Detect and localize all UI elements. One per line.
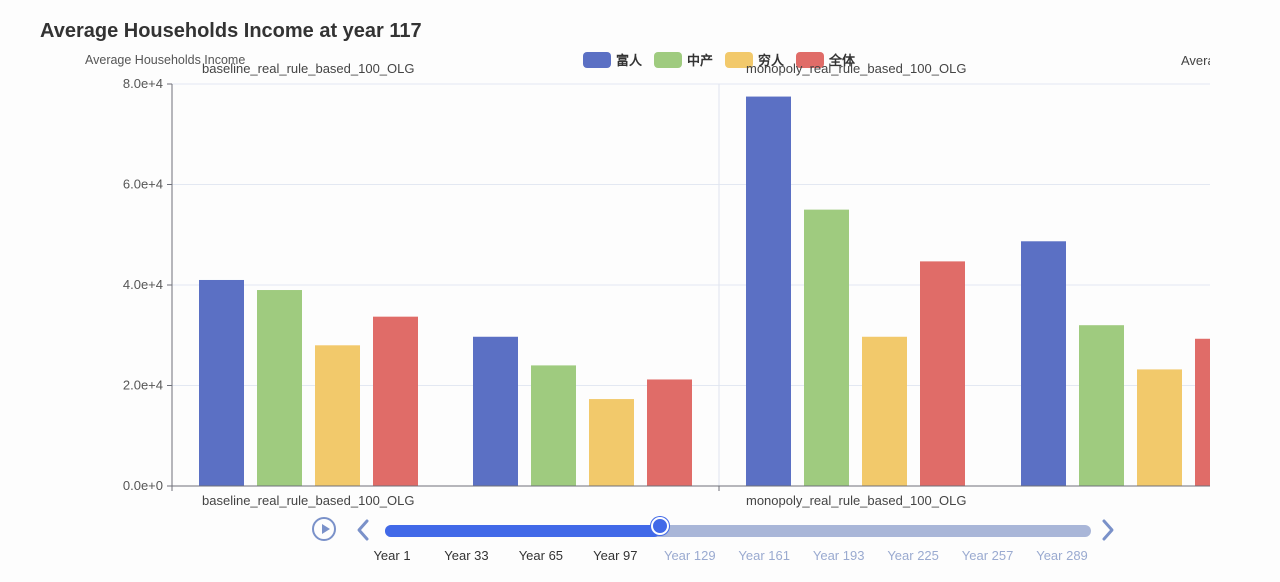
bar[interactable] — [746, 96, 791, 486]
bar[interactable] — [1195, 338, 1240, 486]
clipped-panel-label: Avera — [1181, 53, 1215, 68]
legend-item-middle[interactable]: 中产 — [654, 50, 713, 69]
legend-label-middle: 中产 — [687, 54, 714, 69]
bars-group — [199, 96, 1240, 486]
legend-swatch-rich — [583, 51, 611, 68]
x-category-label: monopoly_real_rule_based_100_OLG — [746, 493, 966, 508]
timeline-label[interactable]: Year 161 — [738, 548, 791, 563]
legend-item-rich[interactable]: 富人 — [583, 50, 642, 69]
legend: 富人 中产 穷人 全体 — [583, 50, 867, 69]
timeline-label[interactable]: Year 97 — [593, 548, 638, 563]
next-arrow-icon[interactable] — [1101, 518, 1115, 542]
y-tick-label: 6.0e+4 — [123, 177, 163, 192]
timeline-label[interactable]: Year 225 — [887, 548, 939, 563]
bar[interactable] — [199, 279, 244, 486]
bar[interactable] — [647, 379, 692, 486]
bar[interactable] — [920, 261, 965, 486]
bar[interactable] — [315, 345, 360, 486]
play-button[interactable] — [312, 517, 336, 541]
y-tick-label: 4.0e+4 — [123, 277, 163, 292]
legend-swatch-poor — [725, 51, 754, 68]
panel-title: monopoly_real_rule_based_100_OLG — [746, 61, 966, 76]
bar[interactable] — [473, 336, 518, 486]
x-category-label: baseline_real_rule_based_100_OLG — [202, 493, 415, 508]
legend-label-all: 全体 — [829, 54, 856, 69]
y-tick-label: 8.0e+4 — [123, 76, 163, 91]
legend-item-poor[interactable]: 穷人 — [725, 50, 784, 69]
prev-arrow-icon[interactable] — [356, 518, 370, 542]
y-tick-label: 2.0e+4 — [123, 378, 163, 393]
legend-swatch-all — [796, 51, 825, 68]
y-axis-label: Average Households Income — [85, 53, 246, 67]
timeline: Year 1 Year 33 Year 65 Year 97 Year 129 Year … — [0, 510, 1280, 570]
legend-label-poor: 穷人 — [758, 54, 785, 69]
bar[interactable] — [862, 336, 907, 486]
timeline-handle[interactable] — [651, 517, 670, 535]
bar[interactable] — [1079, 325, 1124, 486]
timeline-label[interactable]: Year 129 — [663, 548, 716, 563]
timeline-label[interactable]: Year 1 — [373, 548, 411, 563]
y-tick-label: 0.0e+0 — [123, 478, 163, 493]
legend-label-rich: 富人 — [616, 54, 643, 69]
bar[interactable] — [257, 290, 302, 486]
bar-chart: 0.0e+0 2.0e+4 4.0e+4 6.0e+4 8.0e+4 baseline_r… — [123, 53, 1240, 508]
bar[interactable] — [589, 399, 634, 486]
timeline-progress — [385, 525, 661, 537]
chart-title: Average Households Income at year 117 — [40, 20, 422, 42]
timeline-label[interactable]: Year 289 — [1036, 548, 1088, 563]
legend-swatch-middle — [654, 51, 683, 68]
bar[interactable] — [373, 316, 418, 486]
bar[interactable] — [804, 209, 849, 486]
panel-title: baseline_real_rule_based_100_OLG — [202, 61, 415, 76]
bar[interactable] — [1137, 369, 1182, 486]
bar[interactable] — [1021, 241, 1066, 486]
legend-item-all[interactable]: 全体 — [796, 50, 855, 69]
timeline-label[interactable]: Year 65 — [518, 548, 564, 563]
timeline-label[interactable]: Year 33 — [444, 548, 489, 563]
timeline-label[interactable]: Year 193 — [812, 548, 865, 563]
timeline-label[interactable]: Year 257 — [961, 548, 1014, 563]
timeline-track[interactable] — [385, 525, 1091, 537]
bar[interactable] — [531, 365, 576, 486]
